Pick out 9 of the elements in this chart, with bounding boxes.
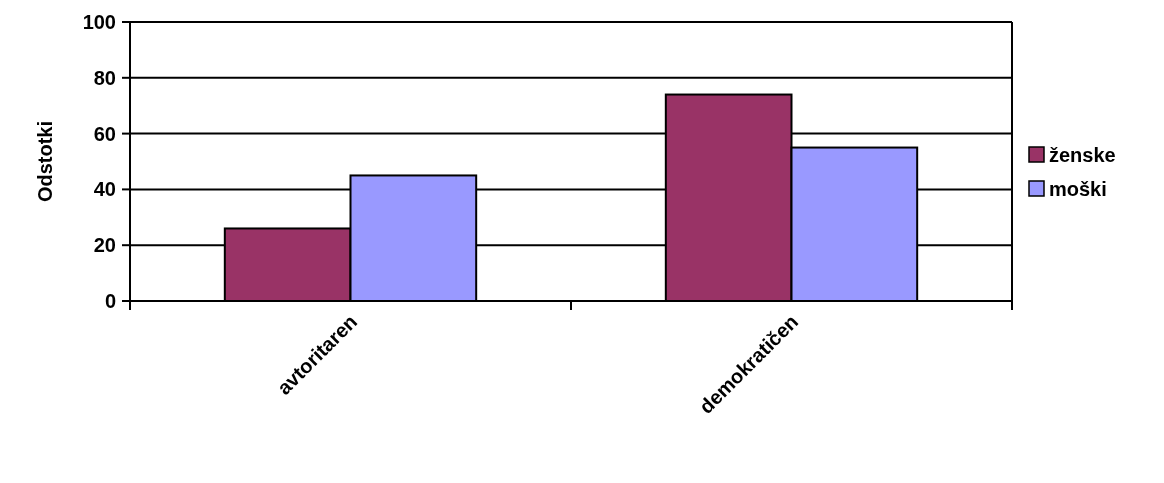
y-tick-label: 20	[93, 234, 116, 257]
legend-label: ženske	[1049, 144, 1116, 166]
y-tick-label: 40	[93, 178, 116, 201]
y-axis-title: Odstotki	[34, 120, 56, 203]
y-tick-label: 100	[82, 11, 116, 33]
y-tick-label: 0	[104, 290, 116, 312]
legend-label: moški	[1049, 178, 1107, 200]
y-tick-label: 60	[93, 122, 116, 145]
y-tick-label: 80	[93, 66, 116, 89]
